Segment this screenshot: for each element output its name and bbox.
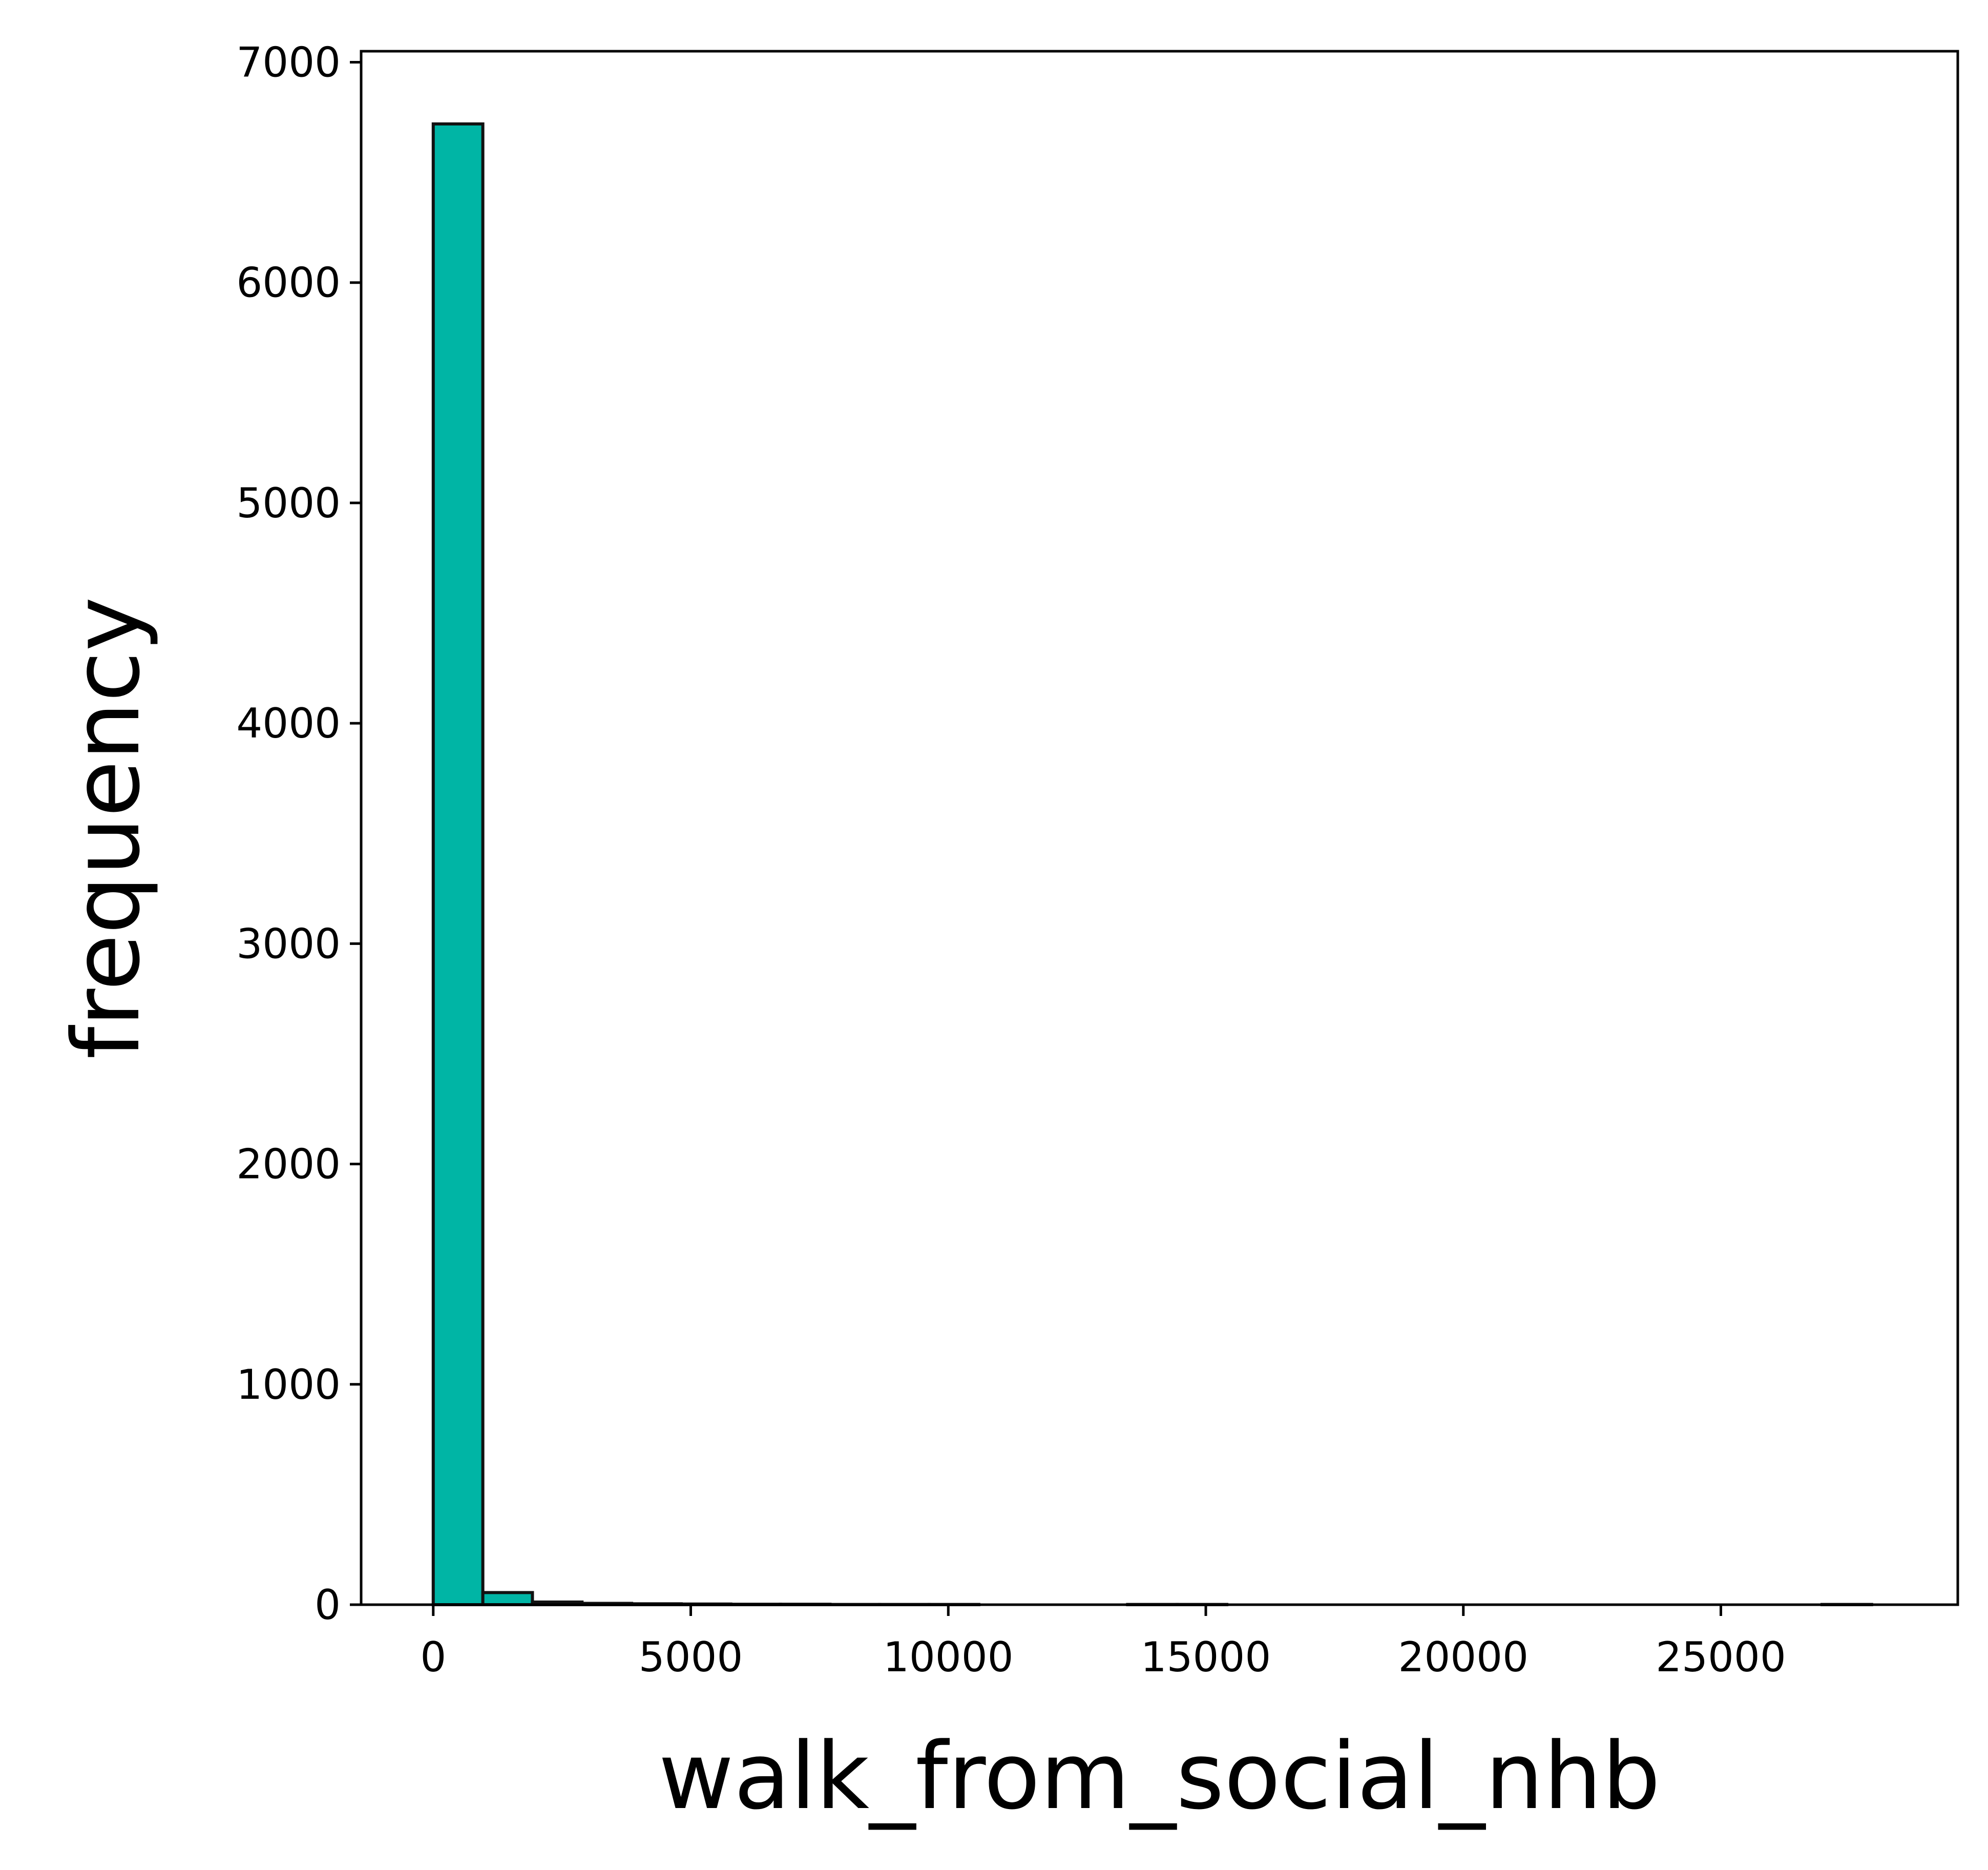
y-tick-label: 6000 (236, 259, 341, 307)
x-tick-label: 15000 (1141, 1633, 1271, 1681)
y-tick-label: 4000 (236, 700, 341, 747)
y-axis-ticks: 0 1000 2000 3000 4000 5000 6000 7000 (236, 39, 361, 1629)
y-tick-label: 7000 (236, 39, 341, 87)
y-tick-label: 3000 (236, 920, 341, 968)
y-tick-label: 2000 (236, 1141, 341, 1188)
x-tick-label: 5000 (639, 1633, 743, 1681)
histogram-bars (431, 122, 1873, 1607)
x-tick-label: 25000 (1656, 1633, 1786, 1681)
x-tick-label: 0 (420, 1633, 446, 1681)
histogram-bar (431, 122, 485, 1606)
y-tick-label: 0 (315, 1581, 341, 1629)
y-tick-label: 1000 (236, 1361, 341, 1409)
plot-area-frame (360, 50, 1959, 1606)
x-axis-label: walk_from_social_nhb (658, 1723, 1660, 1830)
x-axis-ticks: 0 5000 10000 15000 20000 25000 (420, 1605, 1786, 1681)
histogram-bar (481, 1591, 534, 1607)
x-tick-label: 10000 (883, 1633, 1014, 1681)
x-tick-label: 20000 (1398, 1633, 1529, 1681)
y-tick-label: 5000 (236, 479, 341, 527)
y-axis-label: frequency (53, 597, 160, 1059)
